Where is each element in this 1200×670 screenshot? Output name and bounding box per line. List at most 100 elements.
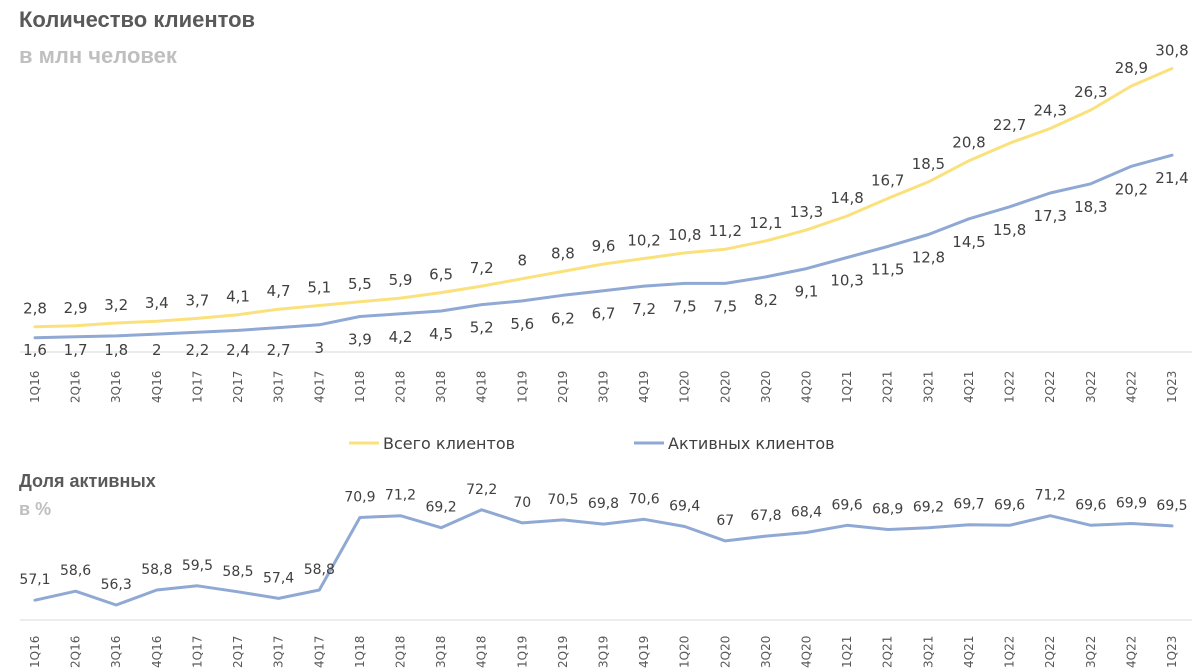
x-tick-chart2-2Q20: 2Q20 bbox=[718, 636, 732, 668]
data-label-active-2Q20: 7,5 bbox=[713, 297, 737, 315]
data-label-share-1Q20: 69,4 bbox=[669, 499, 700, 515]
chart-title: Количество клиентов bbox=[19, 7, 256, 32]
data-label-total-2Q22: 24,3 bbox=[1033, 102, 1066, 120]
x-tick-chart1-2Q20: 2Q20 bbox=[718, 371, 732, 403]
data-label-share-4Q20: 68,4 bbox=[791, 505, 822, 521]
data-label-total-3Q18: 6,5 bbox=[429, 266, 453, 284]
x-tick-chart2-3Q17: 3Q17 bbox=[272, 636, 286, 668]
data-label-active-2Q19: 6,2 bbox=[551, 309, 575, 327]
x-tick-chart1-3Q22: 3Q22 bbox=[1084, 371, 1098, 403]
data-label-share-2Q19: 70,5 bbox=[547, 492, 578, 508]
x-tick-chart1-4Q21: 4Q21 bbox=[962, 371, 976, 403]
x-tick-chart1-3Q21: 3Q21 bbox=[921, 371, 935, 403]
x-tick-chart1-4Q22: 4Q22 bbox=[1124, 371, 1138, 403]
x-tick-chart1-1Q18: 1Q18 bbox=[353, 371, 367, 403]
data-label-total-3Q19: 9,6 bbox=[592, 237, 616, 255]
x-tick-chart1-3Q20: 3Q20 bbox=[759, 371, 773, 403]
lines-layer bbox=[33, 67, 1174, 607]
data-label-total-4Q18: 7,2 bbox=[470, 259, 494, 277]
data-label-active-1Q21: 10,3 bbox=[830, 272, 863, 290]
x-tick-chart2-2Q21: 2Q21 bbox=[881, 636, 895, 668]
data-label-share-2Q16: 58,6 bbox=[60, 563, 91, 579]
data-label-total-4Q22: 28,9 bbox=[1115, 59, 1148, 77]
data-label-active-3Q18: 4,5 bbox=[429, 325, 453, 343]
data-label-total-3Q22: 26,3 bbox=[1074, 83, 1107, 101]
series-line-active-clients bbox=[33, 153, 1174, 340]
data-label-active-2Q21: 11,5 bbox=[871, 261, 904, 279]
data-label-total-4Q20: 13,3 bbox=[790, 203, 823, 221]
x-tick-chart1-1Q22: 1Q22 bbox=[1003, 371, 1017, 403]
data-label-share-3Q19: 69,8 bbox=[588, 496, 619, 512]
data-label-total-1Q23: 30,8 bbox=[1155, 42, 1188, 60]
x-tick-chart2-1Q20: 1Q20 bbox=[678, 636, 692, 668]
x-tick-chart2-1Q22: 1Q22 bbox=[1003, 636, 1017, 668]
data-label-share-4Q17: 58,8 bbox=[304, 562, 335, 578]
x-tick-chart1-2Q18: 2Q18 bbox=[394, 371, 408, 403]
data-label-total-3Q21: 18,5 bbox=[912, 155, 945, 173]
data-label-active-1Q19: 5,6 bbox=[510, 315, 534, 333]
x-tick-chart2-3Q20: 3Q20 bbox=[759, 636, 773, 668]
x-tick-chart2-2Q19: 2Q19 bbox=[556, 636, 570, 668]
x-tick-chart2-3Q22: 3Q22 bbox=[1084, 636, 1098, 668]
share-chart-title: Доля активных bbox=[19, 471, 156, 491]
x-tick-chart1-4Q17: 4Q17 bbox=[312, 371, 326, 403]
x-tick-chart1-1Q19: 1Q19 bbox=[515, 371, 529, 403]
data-label-total-4Q19: 10,2 bbox=[627, 232, 660, 250]
x-tick-chart2-2Q22: 2Q22 bbox=[1043, 636, 1057, 668]
legend-label-total: Всего клиентов bbox=[383, 434, 515, 453]
data-label-active-2Q22: 17,3 bbox=[1033, 207, 1066, 225]
x-tick-chart1-2Q21: 2Q21 bbox=[881, 371, 895, 403]
x-tick-chart1-3Q18: 3Q18 bbox=[434, 371, 448, 403]
data-label-active-1Q17: 2,2 bbox=[185, 341, 209, 359]
data-label-total-1Q16: 2,8 bbox=[23, 300, 47, 318]
data-label-total-4Q16: 3,4 bbox=[145, 294, 169, 312]
data-label-active-4Q18: 5,2 bbox=[470, 319, 494, 337]
x-tick-chart1-2Q17: 2Q17 bbox=[231, 371, 245, 403]
data-label-active-4Q22: 20,2 bbox=[1115, 180, 1148, 198]
data-label-total-1Q22: 22,7 bbox=[993, 116, 1026, 134]
data-label-total-2Q18: 5,9 bbox=[389, 271, 413, 289]
ticks-layer: 1Q16 2Q16 3Q16 4Q16 1Q17 2Q17 3Q17 4Q17 1Q18 2Q18… bbox=[28, 371, 1179, 668]
data-label-active-4Q20: 9,1 bbox=[795, 283, 819, 301]
data-label-total-4Q21: 20,8 bbox=[952, 134, 985, 152]
x-tick-chart1-1Q21: 1Q21 bbox=[840, 371, 854, 403]
x-tick-chart2-1Q21: 1Q21 bbox=[840, 636, 854, 668]
data-label-active-4Q21: 14,5 bbox=[952, 233, 985, 251]
x-tick-chart2-4Q20: 4Q20 bbox=[800, 636, 814, 668]
x-tick-chart2-4Q19: 4Q19 bbox=[637, 636, 651, 668]
x-tick-chart2-3Q19: 3Q19 bbox=[597, 636, 611, 668]
x-tick-chart1-4Q16: 4Q16 bbox=[150, 371, 164, 403]
x-tick-chart2-1Q16: 1Q16 bbox=[28, 636, 42, 668]
data-label-share-2Q17: 58,5 bbox=[222, 564, 253, 580]
x-tick-chart2-2Q17: 2Q17 bbox=[231, 636, 245, 668]
x-tick-chart2-4Q18: 4Q18 bbox=[475, 636, 489, 668]
data-label-share-1Q19: 70 bbox=[513, 495, 531, 511]
data-label-active-2Q18: 4,2 bbox=[389, 328, 413, 346]
legend: Всего клиентов Активных клиентов bbox=[349, 434, 835, 453]
data-label-total-3Q16: 3,2 bbox=[104, 296, 128, 314]
x-tick-chart2-3Q21: 3Q21 bbox=[921, 636, 935, 668]
data-label-share-3Q18: 69,2 bbox=[426, 500, 457, 516]
series-line-active-share bbox=[33, 508, 1174, 607]
data-label-share-4Q22: 69,9 bbox=[1116, 496, 1147, 512]
data-label-active-1Q16: 1,6 bbox=[23, 341, 47, 359]
x-tick-chart2-2Q18: 2Q18 bbox=[394, 636, 408, 668]
chart-subtitle: в млн человек bbox=[19, 43, 177, 68]
data-label-share-4Q19: 70,6 bbox=[629, 491, 660, 507]
data-label-active-3Q21: 12,8 bbox=[912, 249, 945, 267]
data-label-total-1Q19: 8 bbox=[518, 252, 528, 270]
labels-layer: 2,8 2,9 3,2 3,4 3,7 4,1 4,7 5,1 5,5 5,9 6,5 7,2 8 8,8… bbox=[19, 42, 1188, 594]
data-label-share-1Q18: 70,9 bbox=[344, 490, 375, 506]
data-label-share-4Q18: 72,2 bbox=[466, 482, 497, 498]
x-tick-chart2-1Q19: 1Q19 bbox=[515, 636, 529, 668]
x-tick-chart1-2Q16: 2Q16 bbox=[69, 371, 83, 403]
data-label-active-1Q20: 7,5 bbox=[673, 297, 697, 315]
data-label-share-3Q17: 57,4 bbox=[263, 570, 294, 586]
data-label-share-4Q21: 69,7 bbox=[953, 497, 984, 513]
data-label-share-4Q16: 58,8 bbox=[141, 562, 172, 578]
data-label-active-3Q16: 1,8 bbox=[104, 341, 128, 359]
data-label-share-1Q23: 69,5 bbox=[1156, 498, 1187, 514]
x-tick-chart1-1Q23: 1Q23 bbox=[1165, 371, 1179, 403]
data-label-total-3Q17: 4,7 bbox=[267, 282, 291, 300]
data-label-total-2Q16: 2,9 bbox=[64, 299, 88, 317]
